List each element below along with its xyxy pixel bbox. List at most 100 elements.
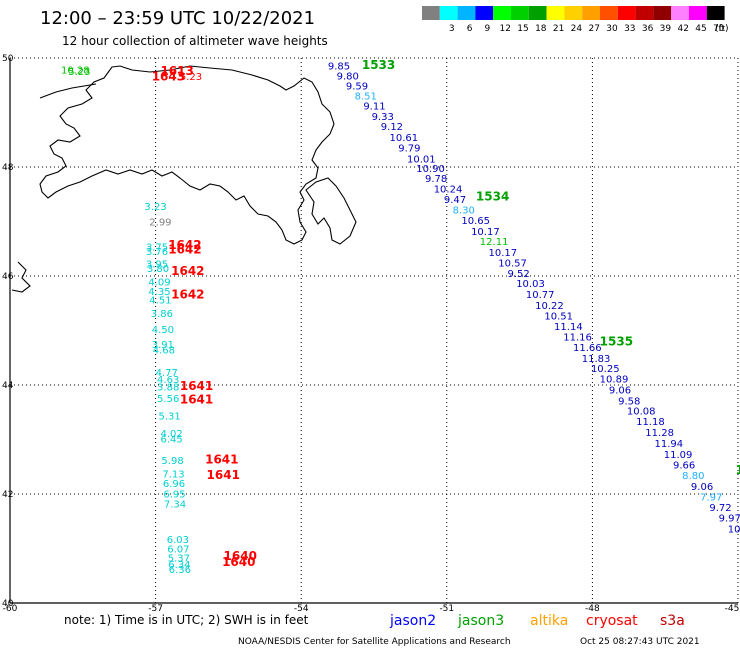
colorbar-tick-label: 30	[606, 24, 618, 34]
satellite-legend-item: altika	[530, 613, 568, 629]
colorbar-tick-label: 15	[517, 24, 528, 34]
wave-height-observation: 5.23	[68, 67, 90, 78]
colorbar-swatch	[582, 6, 600, 20]
wave-height-observation: 4.35	[148, 287, 170, 298]
colorbar-swatch	[475, 6, 494, 20]
wave-height-observation: 7.97	[700, 492, 722, 503]
colorbar-swatch	[439, 6, 458, 20]
satellite-pass-labels: 1533153415351536161316431642164216421642…	[152, 58, 740, 569]
wave-height-observation: 10.28	[61, 66, 90, 77]
colorbar-swatch	[600, 6, 618, 20]
wave-height-observation: 4.50	[152, 325, 174, 336]
wave-height-observation: 10.03	[516, 279, 545, 290]
wave-height-observation: 5.31	[159, 412, 181, 423]
wave-height-observation: 4.68	[153, 346, 175, 357]
satellite-pass-label: 1641	[180, 393, 213, 407]
wave-height-observation: 9.85	[328, 62, 350, 73]
satellite-pass-label: 1534	[476, 189, 509, 203]
colorbar-swatch	[671, 6, 689, 20]
avalon-peninsula-coast	[305, 177, 357, 245]
wave-height-observation: 10.08	[627, 407, 656, 418]
wave-height-observation: 3.23	[144, 202, 166, 213]
wave-height-observation: 5.37	[168, 553, 190, 564]
cape-breton-coast	[11, 261, 31, 293]
wave-height-observation: 10.51	[544, 311, 573, 322]
wave-height-observation: 3.76	[146, 247, 168, 258]
wave-height-observation: 4.63	[157, 375, 179, 386]
satellite-pass-label: 1641	[180, 379, 213, 393]
satellite-pass-label: 1641	[207, 468, 240, 482]
colorbar-swatch	[546, 6, 565, 20]
wave-height-observation: 8.80	[682, 471, 704, 482]
map-title: 12:00 – 23:59 UTC 10/22/2021	[40, 8, 315, 29]
wave-height-observation: 10.24	[434, 184, 463, 195]
colorbar-swatch	[635, 6, 654, 20]
wave-height-observation: 9.78	[425, 174, 447, 185]
wave-height-observation: 11.16	[563, 333, 592, 344]
colorbar-unit-label: (ft)	[715, 24, 729, 34]
colorbar-tick-label: 36	[642, 24, 654, 34]
satellite-pass-label: 1613	[160, 64, 193, 78]
wave-height-observation: 9.58	[618, 396, 640, 407]
north-shore-coast	[39, 83, 97, 99]
colorbar-swatch	[422, 6, 440, 20]
wave-height-observation: 3.75	[146, 243, 168, 254]
satellite-pass-label: 1535	[600, 334, 633, 348]
wave-height-observation: 11.28	[645, 428, 674, 439]
newfoundland-coast	[39, 65, 335, 245]
wave-height-observation: 9.12	[381, 122, 403, 133]
colorbar-swatch	[653, 6, 672, 20]
lon-tick-label: -60	[3, 604, 18, 614]
satellite-pass-label: 1642	[168, 242, 201, 256]
footer-credit: NOAA/NESDIS Center for Satellite Applica…	[238, 637, 511, 647]
colorbar-swatch	[689, 6, 707, 20]
wave-height-observation: 4.77	[156, 368, 178, 379]
lon-tick-label: -54	[294, 604, 309, 614]
colorbar-swatch	[617, 6, 636, 20]
colorbar-tick-label: 42	[677, 24, 688, 34]
colorbar-tick-label: 18	[535, 24, 547, 34]
satellite-pass-label: 1640	[224, 549, 257, 563]
wave-height-colorbar: 3 6 9 12 15 18 21 24 27 30 33 36 39 42 45 70	[422, 6, 725, 34]
satellite-pass-label: 1641	[205, 453, 238, 467]
wave-height-observation: 9.79	[398, 143, 420, 154]
colorbar-tick-label: 3	[449, 24, 455, 34]
colorbar-tick-label: 6	[467, 24, 473, 34]
footer-generated-timestamp: Oct 25 08:27:43 UTC 2021	[580, 637, 700, 647]
wave-height-observation: 10.01	[407, 154, 436, 165]
wave-height-observation: 5.56	[157, 394, 179, 405]
wave-height-observation: 10.17	[489, 248, 518, 259]
colorbar-tick-label: 21	[553, 24, 564, 34]
wave-height-observation: 6.34	[168, 560, 190, 571]
wave-height-observation: 3.95	[146, 260, 168, 271]
wave-height-observation: 10.65	[461, 216, 490, 227]
wave-height-observation: 11.14	[554, 322, 583, 333]
wave-height-observation: 12.11	[480, 237, 509, 248]
colorbar-tick-label: 27	[588, 24, 599, 34]
wave-height-observation: 9.52	[507, 269, 529, 280]
wave-height-observation: 9.06	[609, 385, 631, 396]
wave-height-observation: 11.18	[636, 417, 665, 428]
map-frame	[9, 58, 738, 604]
wave-height-observation: 3.88	[157, 383, 179, 394]
satellite-legend-item: cryosat	[586, 613, 638, 629]
wave-height-observation: 3.91	[152, 340, 174, 351]
wave-height-observation: 4.02	[160, 429, 182, 440]
wave-height-observation: 9.59	[346, 81, 368, 92]
wave-height-observation: 10.57	[498, 258, 527, 269]
lon-tick-label: -48	[585, 604, 600, 614]
lat-tick-label: 44	[2, 381, 14, 391]
lon-tick-label: -51	[439, 604, 454, 614]
wave-height-observation: 10.25	[591, 364, 620, 375]
wave-height-observation: 3.86	[151, 309, 173, 320]
lat-tick-label: 48	[2, 163, 14, 173]
colorbar-swatch	[706, 6, 725, 20]
wave-height-observation: 10.89	[600, 375, 629, 386]
wave-height-observation: 9.11	[363, 102, 385, 113]
wave-height-observation: 5.23	[180, 72, 202, 83]
wave-height-observation: 6.07	[167, 545, 189, 556]
satellite-pass-label: 1536	[736, 463, 740, 477]
wave-height-observation: 4.09	[148, 278, 170, 289]
wave-height-observation: 9.33	[372, 112, 394, 123]
